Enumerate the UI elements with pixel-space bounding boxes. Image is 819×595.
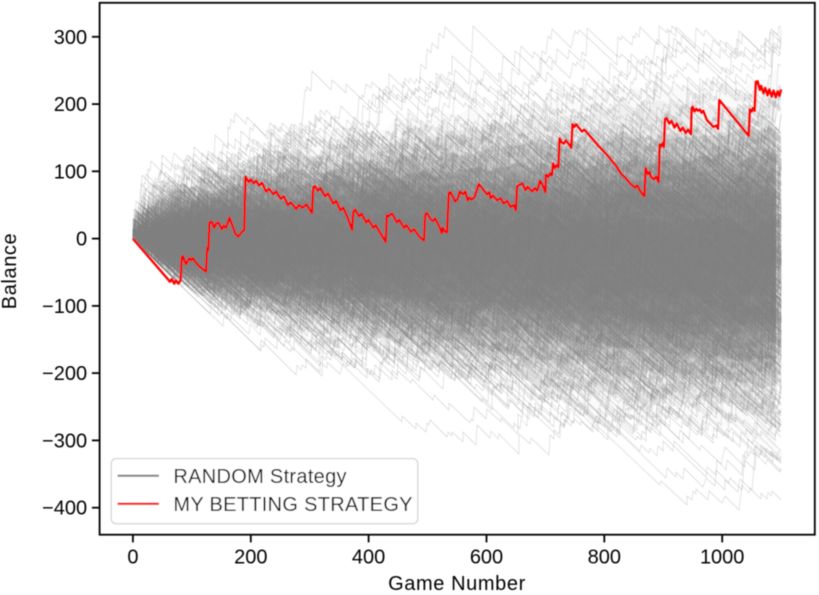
svg-text:−400: −400 [42,498,87,520]
svg-text:800: 800 [588,547,621,569]
svg-text:300: 300 [54,27,87,49]
svg-text:400: 400 [352,547,385,569]
svg-text:RANDOM Strategy: RANDOM Strategy [173,466,346,488]
svg-text:−200: −200 [42,363,87,385]
svg-text:600: 600 [470,547,503,569]
svg-text:200: 200 [234,547,267,569]
svg-text:0: 0 [127,547,138,569]
svg-text:200: 200 [54,94,87,116]
svg-text:0: 0 [76,229,87,251]
svg-text:MY BETTING STRATEGY: MY BETTING STRATEGY [173,494,412,516]
svg-text:−100: −100 [42,296,87,318]
svg-text:Balance: Balance [0,233,21,309]
svg-text:100: 100 [54,161,87,183]
svg-text:1000: 1000 [700,547,745,569]
svg-text:Game Number: Game Number [388,573,526,595]
svg-text:−300: −300 [42,430,87,452]
